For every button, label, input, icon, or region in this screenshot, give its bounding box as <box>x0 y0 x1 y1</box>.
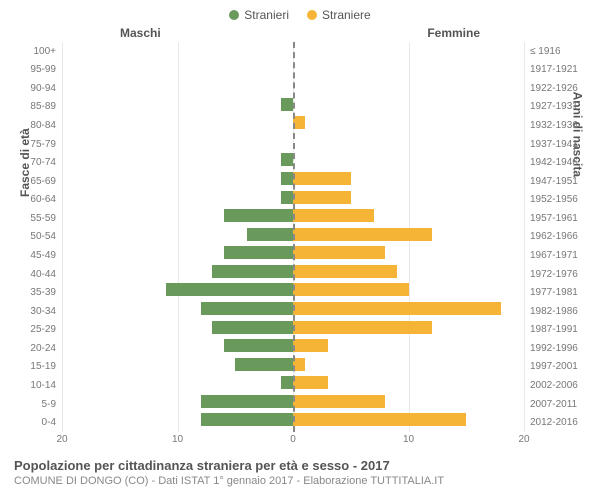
male-bar <box>224 339 293 352</box>
caption-subtitle: COMUNE DI DONGO (CO) - Dati ISTAT 1° gen… <box>14 475 586 487</box>
age-label: 25-29 <box>30 324 56 335</box>
age-label: 30-34 <box>30 306 56 317</box>
age-label: 65-69 <box>30 176 56 187</box>
header-female: Femmine <box>427 26 480 40</box>
age-label: 15-19 <box>30 361 56 372</box>
male-bar <box>201 395 293 408</box>
female-bar <box>293 339 328 352</box>
age-label: 20-24 <box>30 343 56 354</box>
age-label: 40-44 <box>30 269 56 280</box>
age-label: 55-59 <box>30 213 56 224</box>
male-bar <box>281 191 293 204</box>
birth-year-label: 1927-1931 <box>530 101 578 112</box>
birth-year-label: 2002-2006 <box>530 380 578 391</box>
center-line <box>293 42 295 432</box>
female-bar <box>293 246 385 259</box>
age-label: 35-39 <box>30 287 56 298</box>
female-swatch <box>307 10 317 20</box>
female-bar <box>293 228 432 241</box>
male-bar <box>166 283 293 296</box>
female-bar <box>293 395 385 408</box>
age-label: 0-4 <box>42 417 56 428</box>
male-bar <box>281 376 293 389</box>
female-bar <box>293 321 432 334</box>
male-bar <box>247 228 293 241</box>
age-label: 10-14 <box>30 380 56 391</box>
female-bar <box>293 265 397 278</box>
female-bar <box>293 191 351 204</box>
age-label: 70-74 <box>30 157 56 168</box>
birth-year-label: 1962-1966 <box>530 231 578 242</box>
female-bar <box>293 283 409 296</box>
birth-year-label: 1952-1956 <box>530 194 578 205</box>
age-label: 5-9 <box>42 399 56 410</box>
legend-item-male: Stranieri <box>229 8 289 22</box>
x-tick: 0 <box>290 434 296 445</box>
age-label: 45-49 <box>30 250 56 261</box>
age-label: 100+ <box>33 46 56 57</box>
legend-male-label: Stranieri <box>244 8 289 22</box>
age-label: 95-99 <box>30 64 56 75</box>
legend-item-female: Straniere <box>307 8 371 22</box>
birth-year-label: 2007-2011 <box>530 399 577 410</box>
birth-year-label: 1997-2001 <box>530 361 578 372</box>
legend: Stranieri Straniere <box>10 8 590 22</box>
x-axis: 201001020 <box>62 434 524 448</box>
age-label: 90-94 <box>30 83 56 94</box>
caption: Popolazione per cittadinanza straniera p… <box>14 458 586 487</box>
birth-year-label: 2012-2016 <box>530 417 578 428</box>
male-bar <box>224 246 293 259</box>
male-bar <box>224 209 293 222</box>
birth-year-label: 1957-1961 <box>530 213 578 224</box>
birth-year-label: 1972-1976 <box>530 269 578 280</box>
age-label: 75-79 <box>30 139 56 150</box>
female-bar <box>293 376 328 389</box>
male-bar <box>201 302 293 315</box>
birth-year-label: 1937-1941 <box>530 139 578 150</box>
birth-year-label: ≤ 1916 <box>530 46 561 57</box>
plot-area: Fasce di età Anni di nascita 100+≤ 19169… <box>62 42 524 432</box>
birth-year-label: 1932-1936 <box>530 120 578 131</box>
birth-year-label: 1922-1926 <box>530 83 578 94</box>
caption-title: Popolazione per cittadinanza straniera p… <box>14 458 586 473</box>
male-bar <box>212 265 293 278</box>
male-bar <box>281 98 293 111</box>
legend-female-label: Straniere <box>322 8 371 22</box>
male-bar <box>281 172 293 185</box>
birth-year-label: 1947-1951 <box>530 176 578 187</box>
x-tick: 10 <box>172 434 183 445</box>
male-swatch <box>229 10 239 20</box>
birth-year-label: 1992-1996 <box>530 343 578 354</box>
age-label: 60-64 <box>30 194 56 205</box>
birth-year-label: 1942-1946 <box>530 157 578 168</box>
birth-year-label: 1967-1971 <box>530 250 578 261</box>
header-male: Maschi <box>120 26 161 40</box>
male-bar <box>201 413 293 426</box>
birth-year-label: 1982-1986 <box>530 306 578 317</box>
female-bar <box>293 172 351 185</box>
male-bar <box>235 358 293 371</box>
female-bar <box>293 209 374 222</box>
birth-year-label: 1917-1921 <box>530 64 578 75</box>
age-label: 80-84 <box>30 120 56 131</box>
x-tick: 10 <box>403 434 414 445</box>
female-bar <box>293 413 466 426</box>
birth-year-label: 1987-1991 <box>530 324 578 335</box>
x-tick: 20 <box>518 434 529 445</box>
population-pyramid-chart: Stranieri Straniere Maschi Femmine Fasce… <box>0 0 600 500</box>
male-bar <box>212 321 293 334</box>
birth-year-label: 1977-1981 <box>530 287 578 298</box>
age-label: 50-54 <box>30 231 56 242</box>
column-headers: Maschi Femmine <box>10 26 590 42</box>
age-label: 85-89 <box>30 101 56 112</box>
x-tick: 20 <box>56 434 67 445</box>
male-bar <box>281 153 293 166</box>
female-bar <box>293 302 501 315</box>
